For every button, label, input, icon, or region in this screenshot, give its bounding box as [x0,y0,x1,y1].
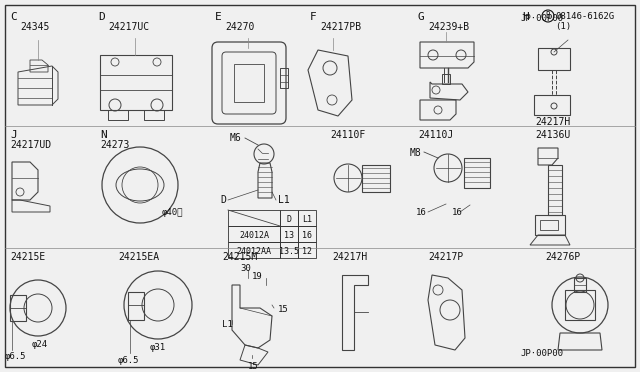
Text: L1: L1 [302,215,312,224]
Text: D: D [98,12,105,22]
Text: 24136U: 24136U [535,130,570,140]
Text: 24273: 24273 [100,140,129,150]
Text: 24276P: 24276P [545,252,580,262]
Text: L1: L1 [222,320,233,329]
Text: 24110F: 24110F [330,130,365,140]
Bar [280,226,298,242]
Text: 24215EA: 24215EA [118,252,159,262]
Text: 12: 12 [302,247,312,256]
Text: L1: L1 [278,195,290,205]
Text: 24215M: 24215M [222,252,257,262]
Bar [534,95,570,115]
Bar [442,74,450,84]
Text: D: D [220,195,226,205]
Text: 15: 15 [248,362,259,371]
Text: 13.5: 13.5 [279,247,299,256]
Text: JP·00P00: JP·00P00 [520,14,563,23]
Text: 24217UC: 24217UC [108,22,149,32]
Text: 24012AA: 24012AA [237,247,271,256]
Text: φ6.5: φ6.5 [118,356,140,365]
Bar [298,226,316,242]
Text: φ6.5: φ6.5 [5,352,26,361]
Bar [280,210,298,226]
Text: 24012A: 24012A [239,231,269,240]
Text: 24217H: 24217H [535,117,570,127]
Text: M6: M6 [230,133,242,143]
Text: 16: 16 [302,231,312,240]
Bar [298,210,316,226]
Text: 24215E: 24215E [10,252,45,262]
Text: G: G [418,12,425,22]
Bar [228,226,280,242]
Bar [10,295,26,321]
Bar [565,290,595,320]
Text: 15: 15 [278,305,289,314]
Text: 24217P: 24217P [428,252,463,262]
Text: φ31: φ31 [150,343,166,352]
Text: 13: 13 [284,231,294,240]
Text: 16: 16 [452,208,463,217]
Text: C: C [10,12,17,22]
Bar [540,220,558,230]
Text: JP·00P00: JP·00P00 [520,349,563,358]
Text: B: B [546,12,550,20]
Text: D: D [287,215,291,224]
Text: N: N [100,130,107,140]
Text: E: E [215,12,221,22]
Bar [538,48,570,70]
Bar [128,292,144,320]
Text: J: J [10,130,17,140]
Bar [228,210,280,226]
Bar [280,242,298,258]
Text: 24270: 24270 [225,22,254,32]
Bar [234,64,264,102]
Text: 24239+B: 24239+B [428,22,469,32]
Text: 24217UD: 24217UD [10,140,51,150]
Text: 24110J: 24110J [418,130,453,140]
Text: F: F [310,12,317,22]
Text: 24217H: 24217H [332,252,367,262]
Text: (1): (1) [555,22,571,31]
Text: H: H [522,12,529,22]
Bar [228,242,280,258]
Text: 24217PB: 24217PB [320,22,361,32]
Text: φ24: φ24 [32,340,48,349]
Text: 16: 16 [416,208,427,217]
Text: 19: 19 [252,272,263,281]
Text: 30: 30 [240,264,251,273]
Text: φ40用: φ40用 [162,208,184,217]
Text: 08146-6162G: 08146-6162G [555,12,614,21]
Text: M8: M8 [410,148,422,158]
Text: 24345: 24345 [20,22,49,32]
Bar [298,242,316,258]
